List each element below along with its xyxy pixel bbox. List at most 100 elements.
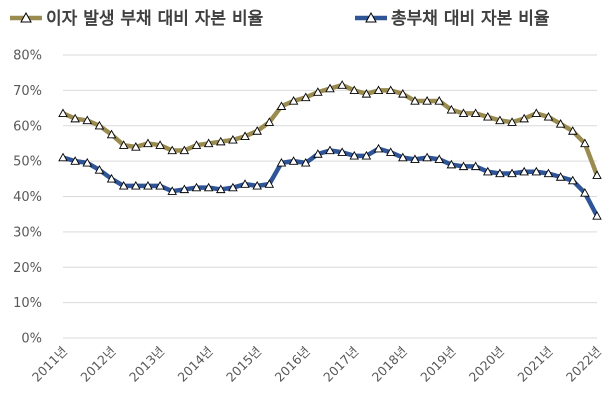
data-point-1: [349, 85, 360, 95]
data-point-2: [507, 168, 517, 178]
data-point-1: [58, 108, 68, 118]
legend-label-1: 이자 발생 부채 대비 자본 비율: [46, 9, 264, 29]
data-point-2: [252, 180, 262, 190]
data-point-2: [337, 147, 347, 156]
series-line-2: [60, 146, 600, 219]
data-point-1: [325, 83, 335, 93]
y-tick-label: 80%: [13, 49, 42, 64]
y-tick-label: 50%: [13, 155, 42, 170]
data-point-1: [567, 126, 578, 135]
data-point-1: [106, 129, 117, 139]
data-point-1: [82, 115, 93, 125]
data-point-2: [131, 180, 141, 190]
data-point-2: [470, 161, 481, 171]
data-point-2: [325, 145, 335, 155]
data-point-1: [240, 131, 250, 141]
data-point-1: [252, 126, 262, 135]
data-point-2: [446, 159, 457, 169]
data-point-2: [179, 184, 190, 194]
x-tick-label: 2015년: [223, 344, 264, 385]
data-point-2: [167, 186, 177, 195]
data-point-1: [495, 115, 505, 125]
series-line-1: [60, 82, 600, 178]
data-point-1: [118, 140, 129, 149]
data-point-1: [264, 117, 275, 126]
data-point-2: [349, 150, 360, 160]
data-point-2: [385, 147, 396, 156]
data-point-2: [580, 188, 590, 197]
data-point-1: [300, 92, 311, 102]
data-point-2: [543, 168, 554, 178]
y-axis: 0% 10% 20% 30% 40% 50% 60% 70% 80%: [13, 49, 42, 347]
y-tick-label: 60%: [13, 119, 42, 134]
data-point-2: [82, 157, 93, 167]
gridlines: [63, 54, 597, 339]
legend-marker-1: [20, 11, 32, 23]
legend-marker-2: [365, 11, 377, 23]
data-point-1: [361, 88, 372, 98]
data-point-2: [94, 165, 105, 174]
data-point-1: [276, 101, 287, 110]
x-tick-label: 2016년: [272, 344, 313, 385]
x-tick-label: 2018년: [369, 344, 410, 385]
data-point-1: [313, 87, 323, 96]
data-point-2: [240, 179, 250, 188]
legend: 이자 발생 부채 대비 자본 비율 총부채 대비 자본 비율: [10, 9, 550, 29]
data-point-1: [94, 120, 105, 130]
data-point-1: [470, 108, 481, 118]
data-point-1: [434, 96, 444, 105]
data-point-2: [70, 156, 80, 165]
data-point-2: [373, 143, 384, 153]
data-point-2: [264, 179, 275, 188]
legend-label-2: 총부채 대비 자본 비율: [391, 9, 550, 29]
data-point-1: [398, 88, 408, 98]
data-point-1: [555, 119, 566, 128]
x-tick-label: 2017년: [320, 344, 361, 385]
data-point-2: [300, 157, 311, 167]
plot-area: [58, 80, 602, 220]
data-point-1: [410, 96, 420, 105]
data-point-1: [373, 85, 384, 95]
data-point-2: [410, 154, 420, 164]
data-point-2: [191, 182, 202, 192]
x-tick-label: 2013년: [126, 344, 167, 385]
data-point-2: [458, 161, 469, 171]
x-tick-label: 2020년: [466, 344, 507, 385]
data-point-2: [531, 166, 542, 176]
data-point-1: [203, 138, 214, 148]
data-point-1: [422, 96, 432, 105]
data-point-1: [143, 138, 153, 148]
data-point-2: [228, 182, 238, 192]
data-point-2: [58, 152, 68, 162]
data-point-2: [592, 211, 602, 220]
data-point-2: [288, 156, 299, 165]
data-point-2: [106, 173, 117, 183]
data-point-1: [155, 140, 165, 149]
data-point-1: [228, 134, 238, 144]
data-point-2: [276, 157, 287, 167]
x-axis: 2011년 2012년 2013년 2014년 2015년 2016년 2017년 2018년…: [29, 344, 604, 385]
data-point-1: [337, 80, 347, 89]
data-point-1: [483, 111, 493, 121]
x-tick-label: 2019년: [417, 344, 458, 385]
data-point-1: [446, 104, 457, 114]
data-point-2: [203, 182, 214, 192]
data-point-1: [543, 111, 554, 121]
data-point-2: [143, 180, 153, 190]
data-point-1: [385, 85, 396, 95]
data-point-1: [191, 140, 202, 149]
y-tick-label: 10%: [13, 296, 42, 311]
data-point-1: [458, 108, 469, 118]
data-point-2: [313, 149, 323, 158]
data-point-1: [580, 138, 590, 148]
data-point-1: [179, 145, 190, 155]
y-tick-label: 20%: [13, 261, 42, 276]
x-tick-label: 2012년: [77, 344, 118, 385]
data-point-1: [507, 117, 517, 126]
data-point-2: [155, 180, 165, 190]
y-tick-label: 0%: [21, 332, 42, 347]
data-point-2: [422, 152, 432, 162]
data-point-2: [361, 150, 372, 160]
data-point-1: [167, 145, 177, 155]
